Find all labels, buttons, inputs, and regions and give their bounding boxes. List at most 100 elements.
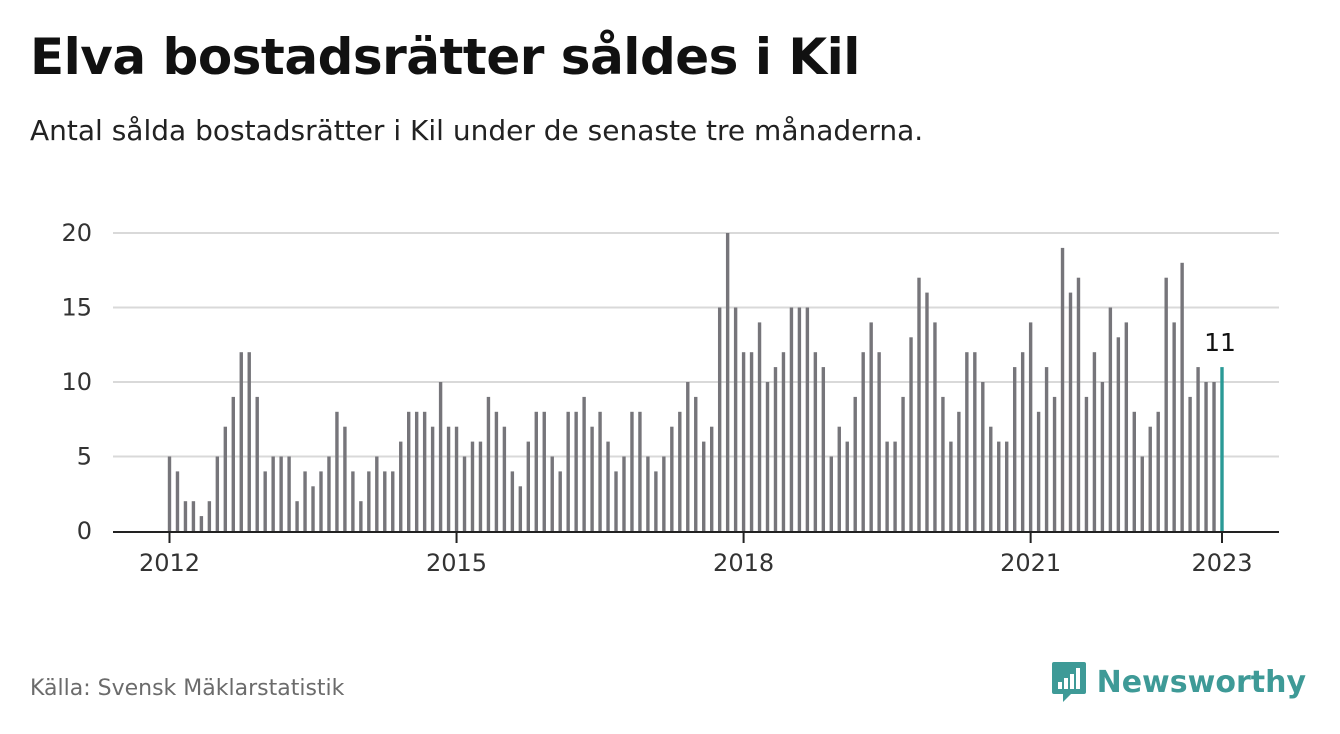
bar: [773, 367, 778, 531]
bar: [981, 382, 985, 531]
bar: [1052, 396, 1057, 531]
bar: [933, 322, 937, 531]
bar: [702, 441, 706, 531]
bar: [207, 501, 212, 531]
bar: [1156, 411, 1160, 531]
bar: [255, 396, 259, 531]
bar: [638, 411, 642, 531]
bar: [1076, 277, 1081, 531]
bar: [351, 471, 355, 531]
bar: [678, 411, 682, 531]
bar: [1148, 426, 1152, 531]
x-tick-label: 2021: [1000, 549, 1061, 577]
bar: [175, 471, 180, 531]
bar: [518, 486, 523, 531]
bar: [295, 501, 299, 531]
bar: [877, 352, 881, 531]
chart-subtitle: Antal sålda bostadsrätter i Kil under de…: [30, 114, 924, 147]
bar: [183, 501, 188, 531]
bar: [263, 471, 267, 531]
bar: [1060, 247, 1065, 531]
bar: [829, 456, 833, 531]
chart-title: Elva bostadsrätter såldes i Kil: [30, 28, 860, 86]
x-tick-label: 2023: [1191, 549, 1252, 577]
bar: [821, 367, 826, 531]
bar: [407, 411, 411, 531]
bar: [335, 411, 339, 531]
bar: [399, 441, 403, 531]
bar: [414, 411, 419, 531]
bar: [965, 352, 969, 531]
bar: [1188, 396, 1192, 531]
bar: [606, 441, 610, 531]
bar: [454, 426, 459, 531]
bar: [813, 352, 818, 531]
bar: [845, 441, 849, 531]
bar: [1068, 292, 1073, 531]
newsworthy-brand[interactable]: Newsworthy: [1051, 660, 1306, 704]
bar: [343, 426, 347, 531]
bar: [191, 501, 196, 531]
bar: [1108, 307, 1113, 531]
bar: [957, 411, 961, 531]
source-note: Källa: Svensk Mäklarstatistik: [30, 676, 345, 701]
bar: [279, 456, 283, 531]
bar: [1100, 382, 1105, 531]
x-tick-label: 2018: [713, 549, 774, 577]
bar: [717, 307, 722, 531]
bar: [590, 426, 594, 531]
bar: [709, 426, 714, 531]
bar: [741, 352, 746, 531]
bar: [694, 396, 698, 531]
bar: [989, 426, 993, 531]
bar: [566, 411, 570, 531]
bar: [909, 337, 913, 531]
bar: [1116, 337, 1121, 531]
bar: [542, 411, 546, 531]
y-axis-ticks: 0 5 10 15 20: [61, 219, 92, 545]
bar: [749, 352, 754, 531]
bar: [271, 456, 275, 531]
bar: [550, 456, 554, 531]
brand-name: Newsworthy: [1096, 664, 1306, 700]
bar: [1212, 382, 1216, 531]
bar: [917, 277, 921, 531]
x-tick-label: 2012: [139, 549, 200, 577]
x-axis-ticks: 2012 2015 2018 2021 2023: [139, 533, 1253, 577]
bar: [446, 426, 451, 531]
bar: [1132, 411, 1136, 531]
bars: [167, 233, 1224, 531]
bar: [526, 441, 531, 531]
y-tick-label: 0: [77, 517, 92, 545]
bar: [327, 456, 331, 531]
bar: [941, 396, 945, 531]
bar: [973, 352, 977, 531]
bar: [765, 382, 770, 531]
bar: [725, 233, 730, 531]
bar: [383, 471, 387, 531]
bar: [670, 426, 674, 531]
bar: [1196, 367, 1200, 531]
bar: [781, 352, 786, 531]
bar: [199, 516, 204, 531]
bar: [789, 307, 794, 531]
bar: [598, 411, 602, 531]
bar: [1020, 352, 1025, 531]
bar: [861, 352, 865, 531]
bar: [1124, 322, 1129, 531]
bar: [1172, 322, 1176, 531]
last-value-label: 11: [1204, 328, 1236, 357]
data-labels: 11: [1204, 328, 1236, 357]
bar: [1180, 262, 1184, 531]
bar: [630, 411, 634, 531]
bar: [223, 426, 228, 531]
bar: [319, 471, 323, 531]
bar: [502, 426, 507, 531]
bar: [1164, 277, 1168, 531]
bar: [494, 411, 499, 531]
bar: [478, 441, 483, 531]
x-tick-label: 2015: [426, 549, 487, 577]
bar: [367, 471, 371, 531]
bar: [1005, 441, 1009, 531]
